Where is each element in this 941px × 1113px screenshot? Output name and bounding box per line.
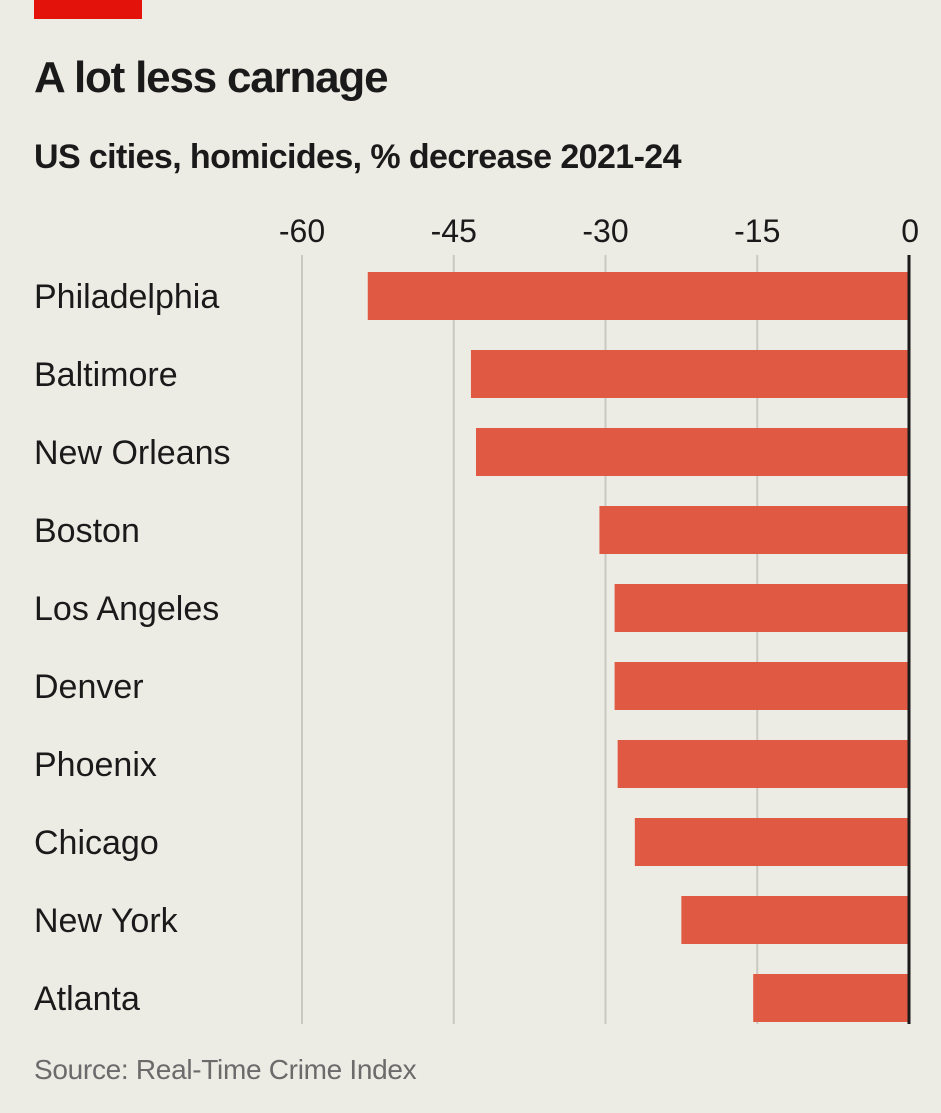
x-axis-ticks: -60 -45 -30 -15 0: [279, 213, 919, 249]
bar-los-angeles: [614, 584, 909, 632]
bars: [367, 272, 910, 1022]
x-tick-label: -30: [582, 213, 628, 249]
category-label: New York: [34, 902, 179, 940]
category-label: Chicago: [34, 824, 159, 862]
bar-denver: [614, 662, 909, 710]
source-note: Source: Real-Time Crime Index: [34, 1054, 417, 1085]
category-label: Philadelphia: [34, 278, 219, 316]
accent-bar: [34, 0, 142, 19]
category-label: Phoenix: [34, 746, 157, 784]
bar-atlanta: [753, 974, 909, 1022]
bar-baltimore: [470, 350, 909, 398]
bar-chicago: [634, 818, 909, 866]
chart-subtitle: US cities, homicides, % decrease 2021-24: [34, 138, 682, 176]
chart-title: A lot less carnage: [34, 53, 389, 102]
category-label: Boston: [34, 512, 140, 550]
bar-new-york: [681, 896, 909, 944]
x-tick-label: -60: [279, 213, 325, 249]
x-tick-label: 0: [901, 213, 919, 249]
category-labels: Philadelphia Baltimore New Orleans Boston Lo…: [34, 278, 231, 1018]
category-label: Denver: [34, 668, 144, 706]
category-label: Atlanta: [34, 980, 140, 1018]
bar-phoenix: [617, 740, 909, 788]
bar-chart: -60 -45 -30 -15 0 Philadelphia Baltimore New O…: [34, 213, 919, 1024]
x-tick-label: -45: [431, 213, 477, 249]
bar-boston: [599, 506, 909, 554]
x-tick-label: -15: [734, 213, 780, 249]
category-label: Baltimore: [34, 356, 178, 394]
category-label: Los Angeles: [34, 590, 219, 628]
bar-new-orleans: [476, 428, 909, 476]
bar-philadelphia: [367, 272, 910, 320]
category-label: New Orleans: [34, 434, 231, 472]
